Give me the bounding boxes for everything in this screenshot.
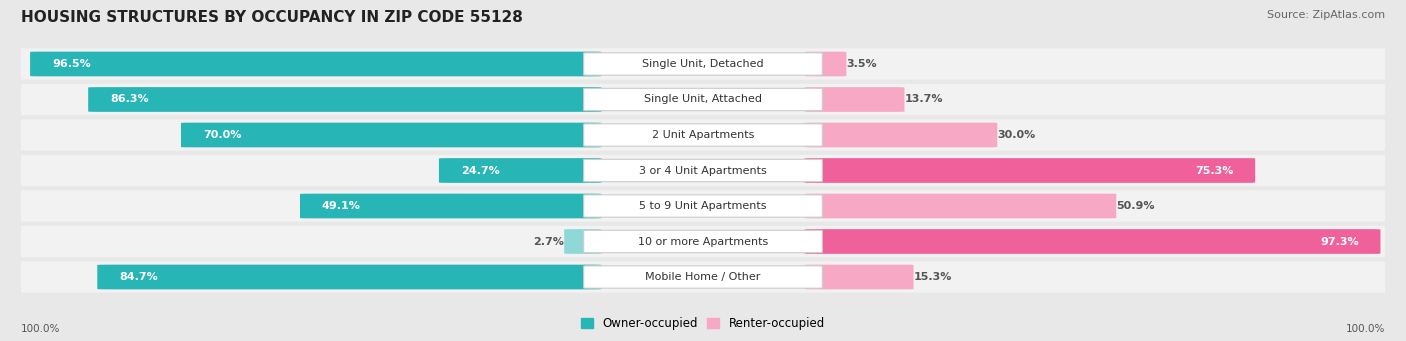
FancyBboxPatch shape [0, 190, 1406, 222]
FancyBboxPatch shape [0, 155, 1406, 186]
Text: 50.9%: 50.9% [1116, 201, 1154, 211]
FancyBboxPatch shape [583, 230, 823, 253]
FancyBboxPatch shape [583, 53, 823, 75]
Text: 100.0%: 100.0% [1346, 324, 1385, 334]
FancyBboxPatch shape [0, 119, 1406, 151]
Text: 15.3%: 15.3% [914, 272, 952, 282]
Text: 96.5%: 96.5% [52, 59, 90, 69]
FancyBboxPatch shape [804, 87, 904, 112]
FancyBboxPatch shape [0, 262, 1406, 293]
Text: Single Unit, Attached: Single Unit, Attached [644, 94, 762, 104]
FancyBboxPatch shape [564, 229, 602, 254]
Text: 84.7%: 84.7% [120, 272, 157, 282]
FancyBboxPatch shape [439, 158, 602, 183]
FancyBboxPatch shape [0, 226, 1406, 257]
Text: 13.7%: 13.7% [904, 94, 943, 104]
FancyBboxPatch shape [583, 266, 823, 288]
Text: 24.7%: 24.7% [461, 165, 499, 176]
Text: Source: ZipAtlas.com: Source: ZipAtlas.com [1267, 10, 1385, 20]
Text: 97.3%: 97.3% [1320, 237, 1358, 247]
Legend: Owner-occupied, Renter-occupied: Owner-occupied, Renter-occupied [576, 313, 830, 335]
FancyBboxPatch shape [0, 84, 1406, 115]
FancyBboxPatch shape [804, 51, 846, 76]
Text: 49.1%: 49.1% [322, 201, 361, 211]
Text: 3.5%: 3.5% [846, 59, 877, 69]
Text: 75.3%: 75.3% [1195, 165, 1233, 176]
FancyBboxPatch shape [583, 124, 823, 146]
Text: 30.0%: 30.0% [997, 130, 1035, 140]
FancyBboxPatch shape [804, 194, 1116, 218]
FancyBboxPatch shape [30, 51, 602, 76]
FancyBboxPatch shape [804, 265, 914, 290]
Text: Single Unit, Detached: Single Unit, Detached [643, 59, 763, 69]
Text: 2 Unit Apartments: 2 Unit Apartments [652, 130, 754, 140]
Text: 86.3%: 86.3% [110, 94, 149, 104]
FancyBboxPatch shape [181, 123, 602, 147]
FancyBboxPatch shape [804, 158, 1256, 183]
FancyBboxPatch shape [97, 265, 602, 290]
Text: Mobile Home / Other: Mobile Home / Other [645, 272, 761, 282]
FancyBboxPatch shape [804, 229, 1381, 254]
Text: 2.7%: 2.7% [533, 237, 564, 247]
FancyBboxPatch shape [804, 123, 997, 147]
FancyBboxPatch shape [89, 87, 602, 112]
FancyBboxPatch shape [0, 48, 1406, 79]
Text: HOUSING STRUCTURES BY OCCUPANCY IN ZIP CODE 55128: HOUSING STRUCTURES BY OCCUPANCY IN ZIP C… [21, 10, 523, 25]
Text: 70.0%: 70.0% [202, 130, 242, 140]
FancyBboxPatch shape [299, 194, 602, 218]
Text: 5 to 9 Unit Apartments: 5 to 9 Unit Apartments [640, 201, 766, 211]
Text: 100.0%: 100.0% [21, 324, 60, 334]
Text: 10 or more Apartments: 10 or more Apartments [638, 237, 768, 247]
Text: 3 or 4 Unit Apartments: 3 or 4 Unit Apartments [640, 165, 766, 176]
FancyBboxPatch shape [583, 195, 823, 217]
FancyBboxPatch shape [583, 88, 823, 111]
FancyBboxPatch shape [583, 159, 823, 182]
